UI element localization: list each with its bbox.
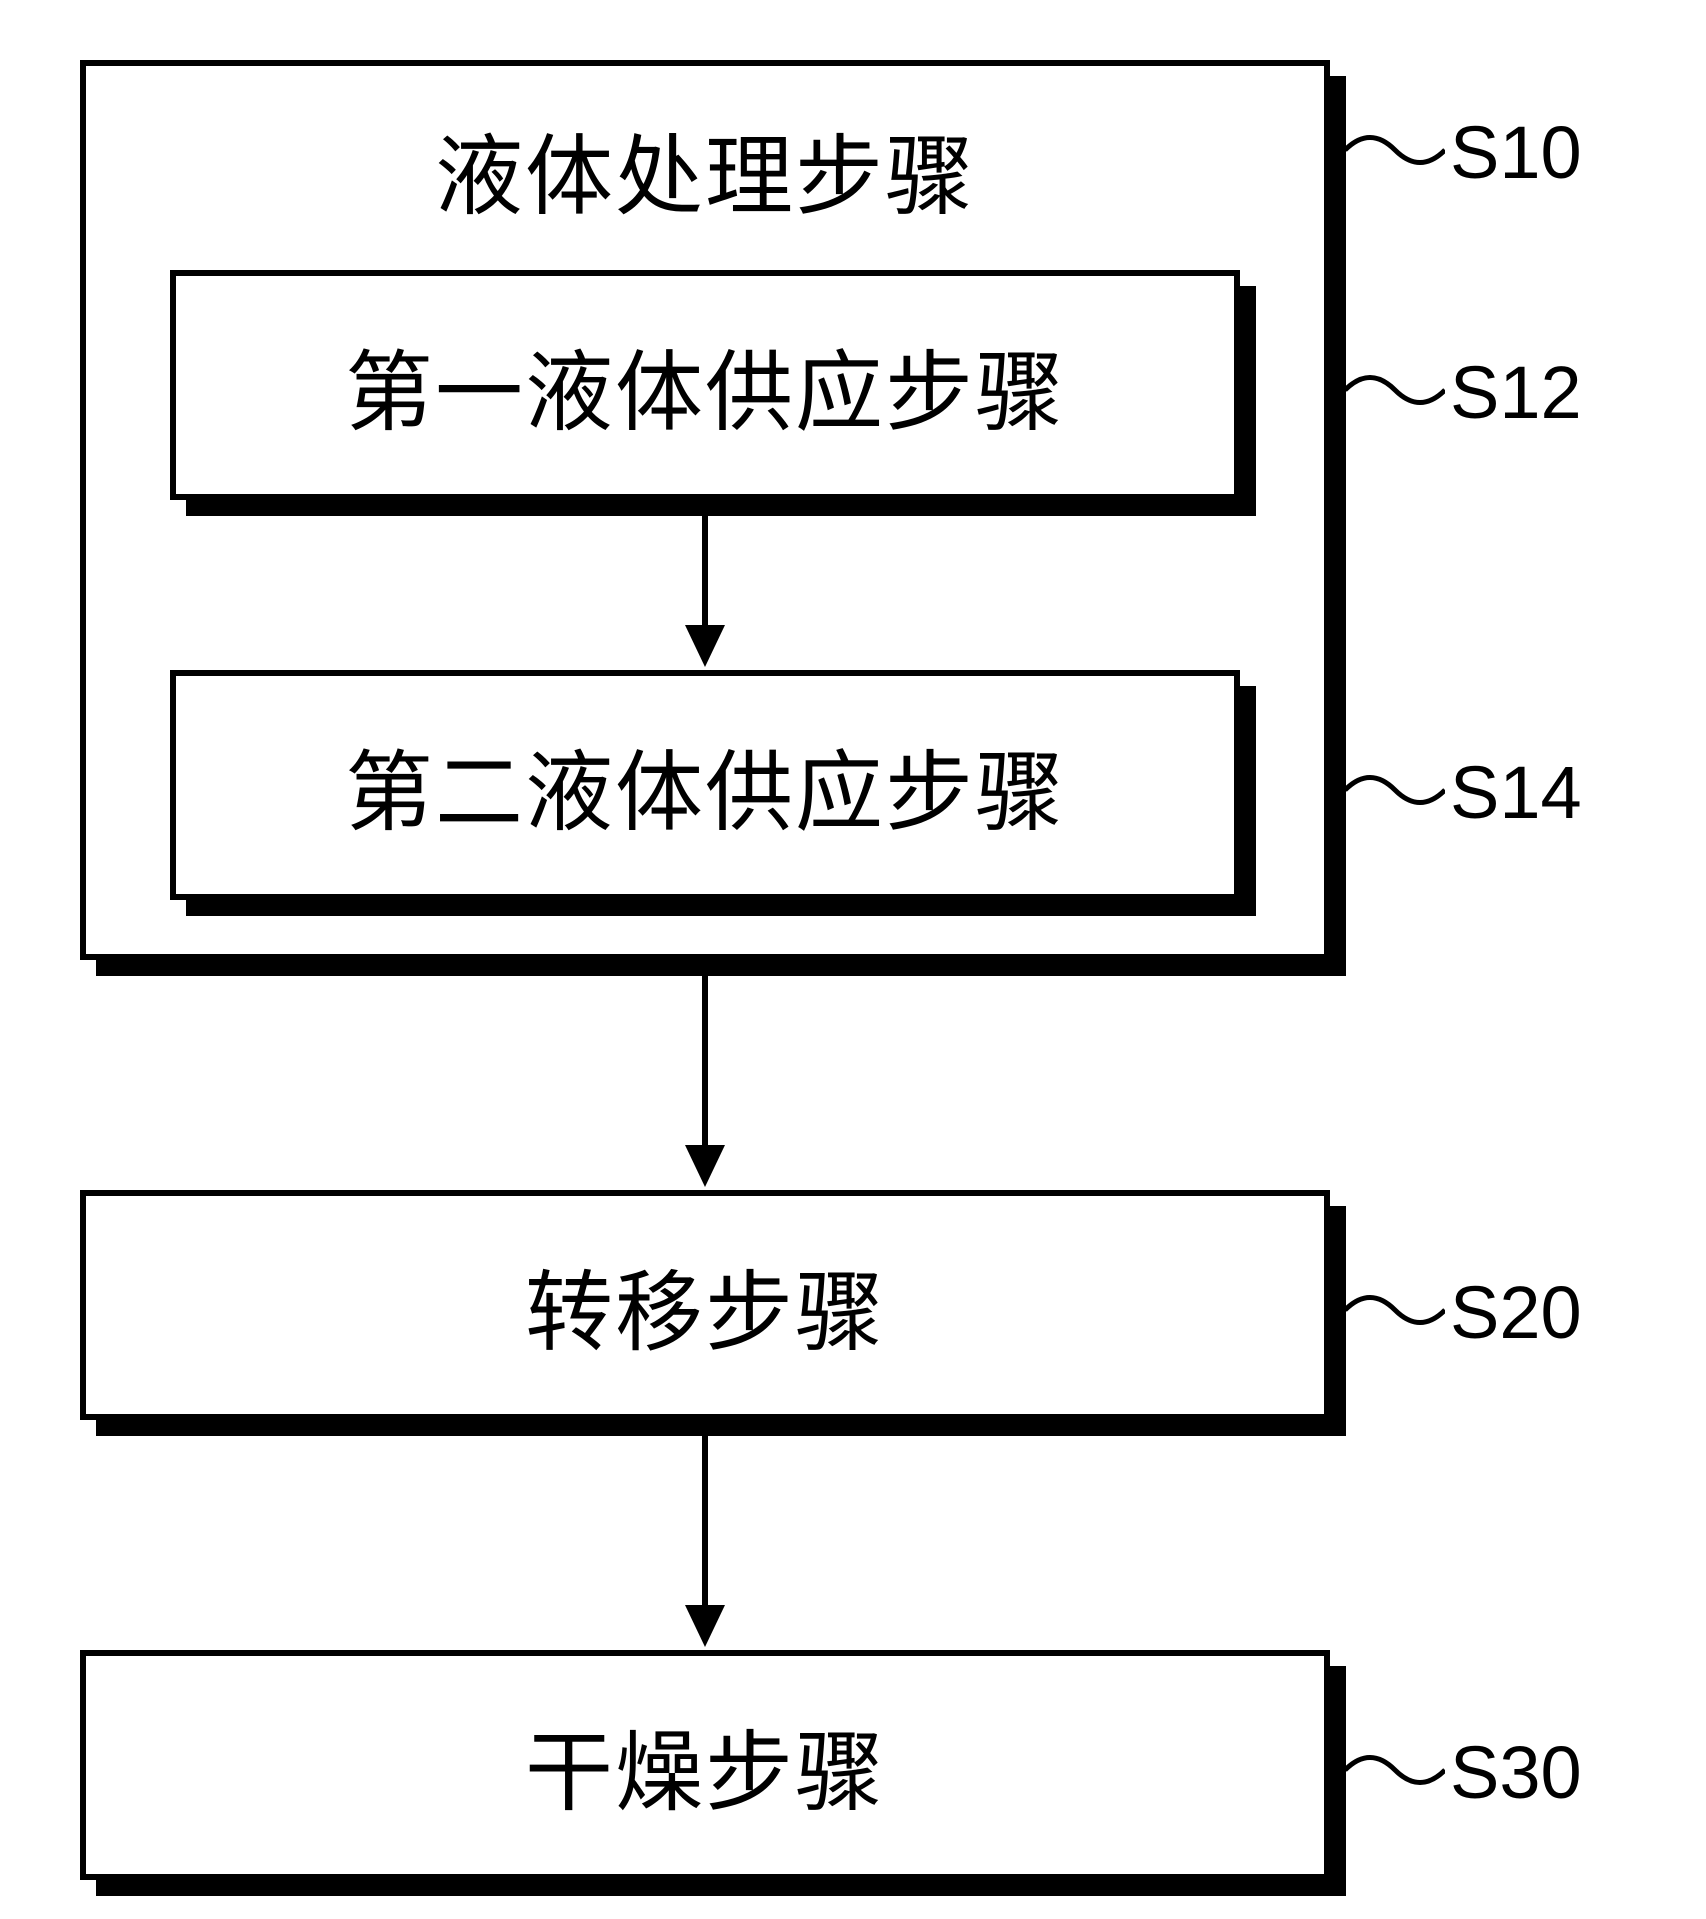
arrow-head-s20-s30 <box>685 1605 725 1647</box>
leader-s20 <box>1345 1280 1445 1340</box>
label-s10: S10 <box>1450 110 1582 195</box>
box-s12-text: 第一液体供应步骤 <box>345 322 1065 449</box>
box-s14-text: 第二液体供应步骤 <box>345 722 1065 849</box>
box-s30: 干燥步骤 <box>80 1650 1330 1880</box>
label-s30: S30 <box>1450 1730 1582 1815</box>
label-s20: S20 <box>1450 1270 1582 1355</box>
box-s20-text: 转移步骤 <box>525 1242 885 1369</box>
arrow-head-s12-s14 <box>685 625 725 667</box>
box-s14: 第二液体供应步骤 <box>170 670 1240 900</box>
leader-s14 <box>1345 760 1445 820</box>
label-s14: S14 <box>1450 750 1582 835</box>
box-s20: 转移步骤 <box>80 1190 1330 1420</box>
box-s30-text: 干燥步骤 <box>525 1702 885 1829</box>
leader-s30 <box>1345 1740 1445 1800</box>
outer-box-title: 液体处理步骤 <box>86 106 1324 233</box>
arrow-s20-s30 <box>702 1435 708 1610</box>
label-s12: S12 <box>1450 350 1582 435</box>
box-s12: 第一液体供应步骤 <box>170 270 1240 500</box>
leader-s12 <box>1345 360 1445 420</box>
arrow-head-outer-s20 <box>685 1145 725 1187</box>
leader-s10 <box>1345 120 1445 180</box>
arrow-s12-s14 <box>702 515 708 630</box>
flowchart-canvas: 液体处理步骤 第一液体供应步骤 第二液体供应步骤 转移步骤 干燥步骤 S10 S… <box>0 0 1706 1919</box>
arrow-outer-s20 <box>702 975 708 1150</box>
